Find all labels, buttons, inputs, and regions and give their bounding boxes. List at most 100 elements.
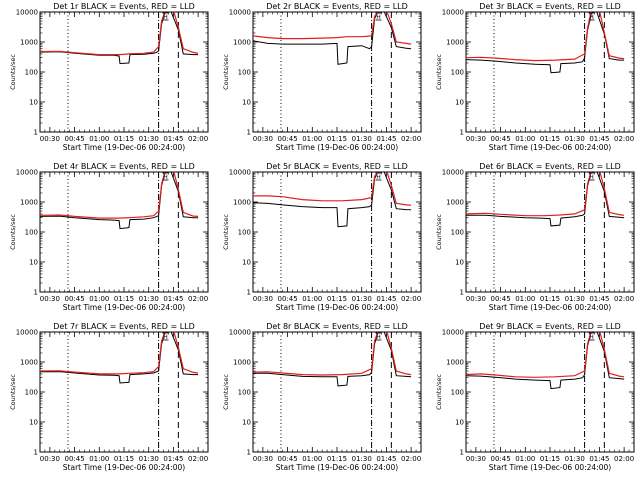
- plot-area: [40, 332, 199, 452]
- x-tick-label: 01:45: [589, 455, 609, 463]
- plot-area: [253, 172, 412, 292]
- plot-area: [466, 332, 625, 452]
- x-tick-label: 00:45: [277, 135, 297, 143]
- x-tick-label: 02:00: [188, 135, 208, 143]
- y-tick-label: 1: [247, 289, 251, 297]
- y-tick-label: 10: [242, 99, 251, 107]
- x-axis-label: Start Time (19-Dec-06 00:24:00): [63, 463, 185, 472]
- plot-area: [466, 172, 625, 292]
- x-tick-label: 00:30: [40, 295, 60, 303]
- plot-area: [40, 172, 199, 292]
- lld-series-line: [253, 172, 412, 206]
- y-tick-label: 1000: [446, 199, 464, 207]
- y-tick-label: 1000: [20, 199, 38, 207]
- x-tick-label: 01:15: [540, 455, 560, 463]
- events-series-line: [466, 332, 625, 390]
- x-tick-label: 00:45: [490, 295, 510, 303]
- flag-label: H: [376, 334, 381, 341]
- y-tick-label: 10000: [16, 9, 38, 17]
- y-tick-label: 1000: [233, 199, 251, 207]
- y-tick-label: 10000: [442, 329, 464, 337]
- y-tick-label: 100: [238, 229, 251, 237]
- x-axis-label: Start Time (19-Dec-06 00:24:00): [276, 143, 398, 152]
- lld-series-line: [466, 172, 625, 217]
- events-series-line: [466, 12, 625, 74]
- x-tick-label: 01:15: [327, 295, 347, 303]
- y-axis-label: Counts/sec: [435, 54, 443, 90]
- x-tick-label: 01:00: [89, 135, 109, 143]
- panel-title: Det 3r BLACK = Events, RED = LLD: [479, 2, 621, 11]
- x-tick-label: 01:00: [302, 455, 322, 463]
- x-tick-label: 00:30: [253, 455, 273, 463]
- y-axis-label: Counts/sec: [222, 54, 230, 90]
- x-tick-label: 01:00: [515, 295, 535, 303]
- x-tick-label: 01:15: [114, 135, 134, 143]
- x-tick-label: 01:30: [565, 295, 585, 303]
- x-tick-label: 01:15: [327, 135, 347, 143]
- y-tick-label: 100: [451, 389, 464, 397]
- y-tick-label: 1000: [446, 39, 464, 47]
- x-tick-label: 01:30: [565, 455, 585, 463]
- plot-area: [253, 332, 412, 452]
- x-axis-label: Start Time (19-Dec-06 00:24:00): [489, 143, 611, 152]
- plot-area: [466, 12, 625, 132]
- events-series-line: [253, 12, 412, 65]
- x-axis-label: Start Time (19-Dec-06 00:24:00): [63, 303, 185, 312]
- lld-series-line: [40, 172, 199, 219]
- x-tick-label: 02:00: [401, 135, 421, 143]
- y-tick-label: 1: [460, 449, 464, 457]
- events-series-line: [466, 172, 625, 227]
- y-tick-label: 10000: [442, 169, 464, 177]
- x-tick-label: 02:00: [401, 455, 421, 463]
- flag-label: H: [589, 334, 594, 341]
- y-tick-label: 100: [238, 69, 251, 77]
- y-tick-label: 1: [34, 289, 38, 297]
- lld-series-line: [40, 332, 199, 375]
- y-tick-label: 1000: [446, 359, 464, 367]
- flag-label: H: [163, 174, 168, 181]
- panel-7: Det 7r BLACK = Events, RED = LLD 1 10 100 10…: [9, 322, 209, 472]
- flag-label: H: [376, 174, 381, 181]
- x-axis-label: Start Time (19-Dec-06 00:24:00): [276, 463, 398, 472]
- panel-title: Det 1r BLACK = Events, RED = LLD: [53, 2, 195, 11]
- x-tick-label: 01:30: [352, 135, 372, 143]
- y-tick-label: 10000: [229, 329, 251, 337]
- y-tick-label: 1: [34, 449, 38, 457]
- events-series-line: [253, 172, 412, 228]
- x-tick-label: 01:15: [540, 135, 560, 143]
- y-tick-label: 1000: [233, 359, 251, 367]
- x-tick-label: 01:30: [139, 135, 159, 143]
- y-tick-label: 10: [29, 99, 38, 107]
- y-tick-label: 1000: [20, 359, 38, 367]
- x-tick-label: 01:00: [515, 455, 535, 463]
- x-axis-label: Start Time (19-Dec-06 00:24:00): [63, 143, 185, 152]
- y-tick-label: 10: [455, 419, 464, 427]
- plot-frame: [39, 11, 209, 133]
- y-tick-label: 1: [460, 289, 464, 297]
- y-axis-label: Counts/sec: [9, 54, 17, 90]
- plot-area: [253, 12, 412, 132]
- y-tick-label: 10: [455, 99, 464, 107]
- x-tick-label: 00:30: [253, 295, 273, 303]
- events-series-line: [40, 332, 199, 384]
- panel-title: Det 8r BLACK = Events, RED = LLD: [266, 322, 408, 331]
- flag-label: H: [376, 14, 381, 21]
- plot-frame: [252, 171, 422, 293]
- x-tick-label: 00:30: [466, 135, 486, 143]
- panel-5: Det 5r BLACK = Events, RED = LLD 1 10 100 10…: [222, 162, 422, 312]
- panel-title: Det 2r BLACK = Events, RED = LLD: [266, 2, 408, 11]
- y-tick-label: 10000: [442, 9, 464, 17]
- x-tick-label: 00:30: [466, 455, 486, 463]
- x-tick-label: 01:30: [139, 295, 159, 303]
- x-tick-label: 02:00: [614, 135, 634, 143]
- plot-area: [40, 12, 199, 132]
- y-tick-label: 10: [455, 259, 464, 267]
- x-tick-label: 01:45: [376, 295, 396, 303]
- flag-label: H: [163, 14, 168, 21]
- y-tick-label: 100: [451, 69, 464, 77]
- events-series-line: [40, 12, 199, 65]
- x-tick-label: 00:45: [277, 295, 297, 303]
- x-tick-label: 00:45: [277, 455, 297, 463]
- y-tick-label: 1000: [20, 39, 38, 47]
